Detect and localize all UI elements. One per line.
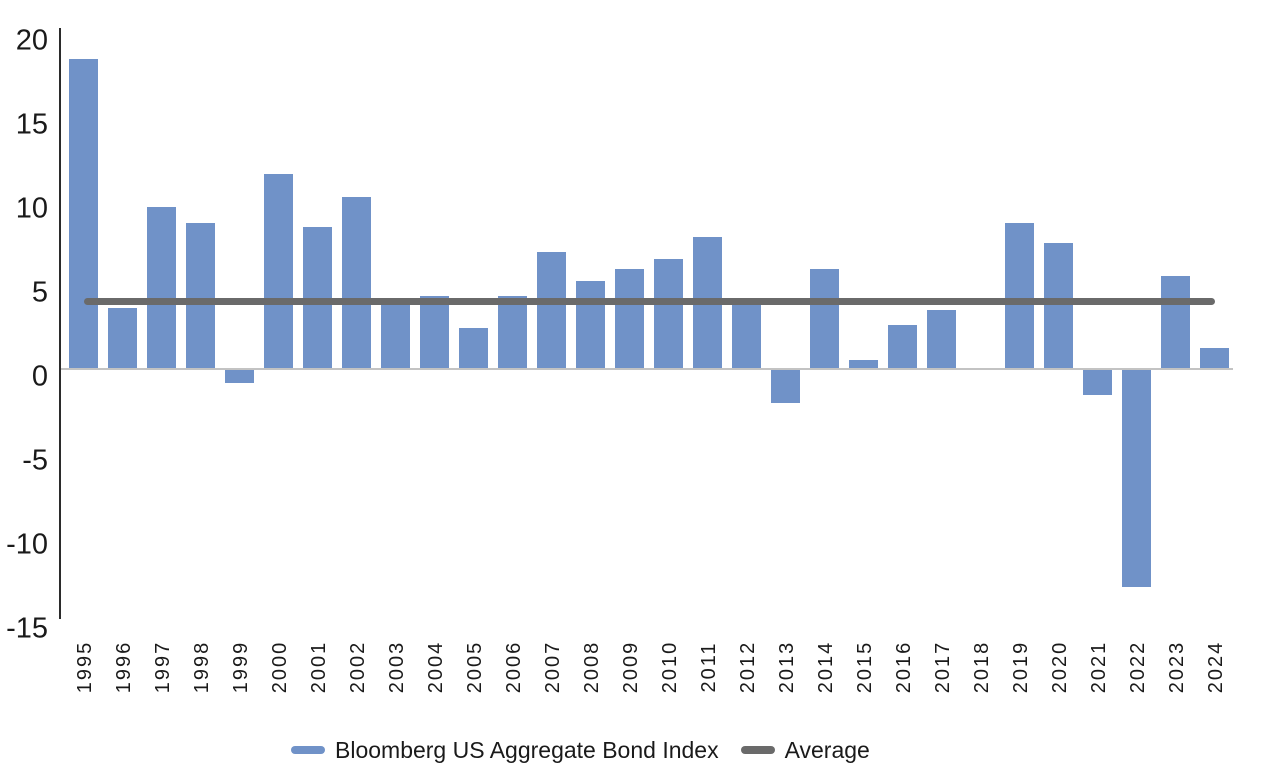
x-tick-label: 2022 — [1126, 640, 1149, 694]
bar-2015 — [849, 359, 878, 369]
bar-2006 — [498, 296, 527, 369]
x-tick-label: 2013 — [775, 640, 798, 694]
bar-2010 — [654, 259, 683, 369]
x-tick-label: 2024 — [1204, 640, 1227, 694]
x-tick-label: 2011 — [697, 641, 720, 693]
bar-2004 — [420, 296, 449, 369]
bar-2001 — [303, 227, 332, 369]
x-tick-label: 1999 — [229, 640, 252, 694]
y-tick-label: 20 — [15, 24, 48, 57]
bar-1998 — [186, 223, 215, 369]
x-tick-label: 1995 — [73, 640, 96, 694]
legend-label-average: Average — [784, 737, 870, 763]
x-tick-label: 2017 — [931, 640, 954, 694]
x-tick-label: 2006 — [502, 640, 525, 694]
x-tick-label: 2001 — [307, 640, 330, 694]
x-tick-label: 1996 — [112, 640, 135, 694]
bar-2012 — [732, 298, 761, 369]
bar-1999 — [225, 369, 254, 383]
x-tick-label: 2010 — [658, 640, 681, 694]
bar-2003 — [381, 303, 410, 369]
legend: Bloomberg US Aggregate Bond Index Averag… — [291, 735, 870, 765]
x-tick-label: 2007 — [541, 640, 564, 694]
bar-2002 — [342, 196, 371, 369]
x-tick-label: 2003 — [385, 640, 408, 694]
bond-index-series-swatch — [291, 746, 325, 754]
bar-2022 — [1122, 369, 1151, 588]
x-tick-label: 1997 — [151, 640, 174, 694]
bar-1997 — [147, 206, 176, 369]
legend-item-bond-index: Bloomberg US Aggregate Bond Index — [291, 735, 719, 765]
x-tick-label: 2005 — [463, 640, 486, 694]
bar-2008 — [576, 281, 605, 369]
y-tick-label: 5 — [31, 276, 48, 309]
y-tick-label: 10 — [15, 192, 48, 225]
x-tick-label: 2018 — [970, 640, 993, 694]
x-tick-label: 2015 — [853, 640, 876, 694]
bar-2013 — [771, 369, 800, 403]
y-axis-line — [59, 28, 61, 619]
average-line — [83, 298, 1215, 306]
x-tick-label: 2016 — [892, 640, 915, 694]
x-tick-label: 2004 — [424, 640, 447, 694]
x-tick-label: 2012 — [736, 640, 759, 694]
average-series-swatch — [740, 746, 775, 754]
legend-item-average: Average — [740, 735, 870, 765]
x-tick-label: 2009 — [619, 640, 642, 694]
bar-2014 — [810, 268, 839, 369]
bar-2020 — [1044, 242, 1073, 369]
bar-1995 — [69, 58, 98, 369]
x-tick-label: 2008 — [580, 640, 603, 694]
y-tick-label: 15 — [15, 108, 48, 141]
bar-2000 — [264, 173, 293, 369]
x-tick-label: 2021 — [1087, 640, 1110, 694]
bar-2021 — [1083, 369, 1112, 395]
bar-1996 — [108, 308, 137, 369]
x-tick-label: 1998 — [190, 640, 213, 694]
x-tick-label: 2019 — [1009, 640, 1032, 694]
x-tick-label: 2020 — [1048, 640, 1071, 694]
bar-2009 — [615, 269, 644, 369]
x-tick-label: 2000 — [268, 640, 291, 694]
bar-2019 — [1005, 222, 1034, 369]
y-tick-label: -5 — [22, 444, 48, 477]
y-tick-label: -10 — [6, 528, 48, 561]
bar-2016 — [888, 324, 917, 369]
y-tick-label: 0 — [31, 360, 48, 393]
x-tick-label: 2014 — [814, 640, 837, 694]
bar-2007 — [537, 251, 566, 369]
y-tick-label: -15 — [6, 612, 48, 645]
x-tick-label: 2002 — [346, 640, 369, 694]
bar-2005 — [459, 328, 488, 369]
bar-2024 — [1200, 348, 1229, 369]
legend-label-bond-index: Bloomberg US Aggregate Bond Index — [335, 737, 719, 763]
zero-gridline — [61, 368, 1233, 370]
bar-2017 — [927, 309, 956, 369]
x-tick-label: 2023 — [1165, 640, 1188, 694]
bar-2023 — [1161, 276, 1190, 369]
